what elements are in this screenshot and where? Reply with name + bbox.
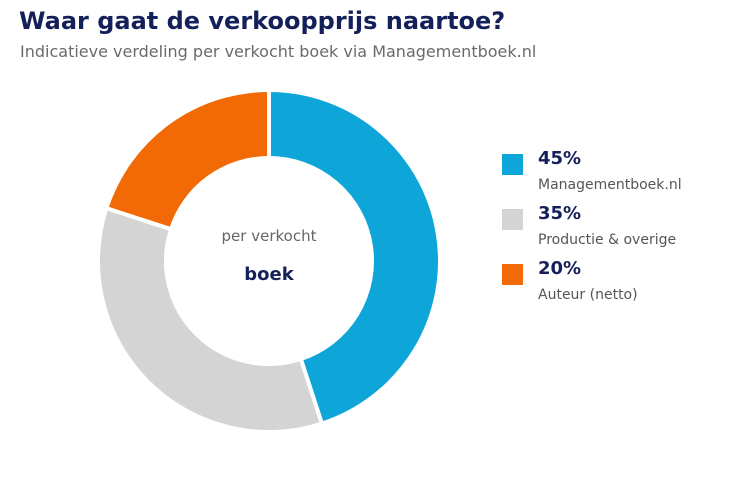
legend-value: 20% (538, 258, 582, 279)
legend-item-productie: 35% Productie & overige (502, 201, 722, 256)
legend-item-managementboek: 45% Managementboek.nl (502, 146, 722, 201)
legend-swatch (502, 209, 523, 230)
legend-swatch (502, 264, 523, 285)
legend-label: Managementboek.nl (538, 177, 682, 193)
legend-item-auteur: 20% Auteur (netto) (502, 256, 722, 311)
legend-value: 35% (538, 203, 582, 224)
chart-legend: 45% Managementboek.nl 35% Productie & ov… (502, 146, 722, 311)
legend-label: Auteur (netto) (538, 287, 638, 303)
legend-value: 45% (538, 148, 582, 169)
legend-swatch (502, 154, 523, 175)
chart-subtitle: Indicatieve verdeling per verkocht boek … (20, 42, 537, 61)
donut-slice-managementboek-nl (267, 87, 443, 427)
donut-slices (96, 87, 443, 434)
donut-slice-productie-overige (96, 205, 325, 434)
center-label-boek: boek (244, 264, 294, 285)
legend-label: Productie & overige (538, 232, 677, 248)
chart-title: Waar gaat de verkoopprijs naartoe? (19, 7, 506, 35)
center-label-per-verkocht: per verkocht (222, 227, 317, 245)
donut-slice-auteur-netto (103, 87, 271, 232)
